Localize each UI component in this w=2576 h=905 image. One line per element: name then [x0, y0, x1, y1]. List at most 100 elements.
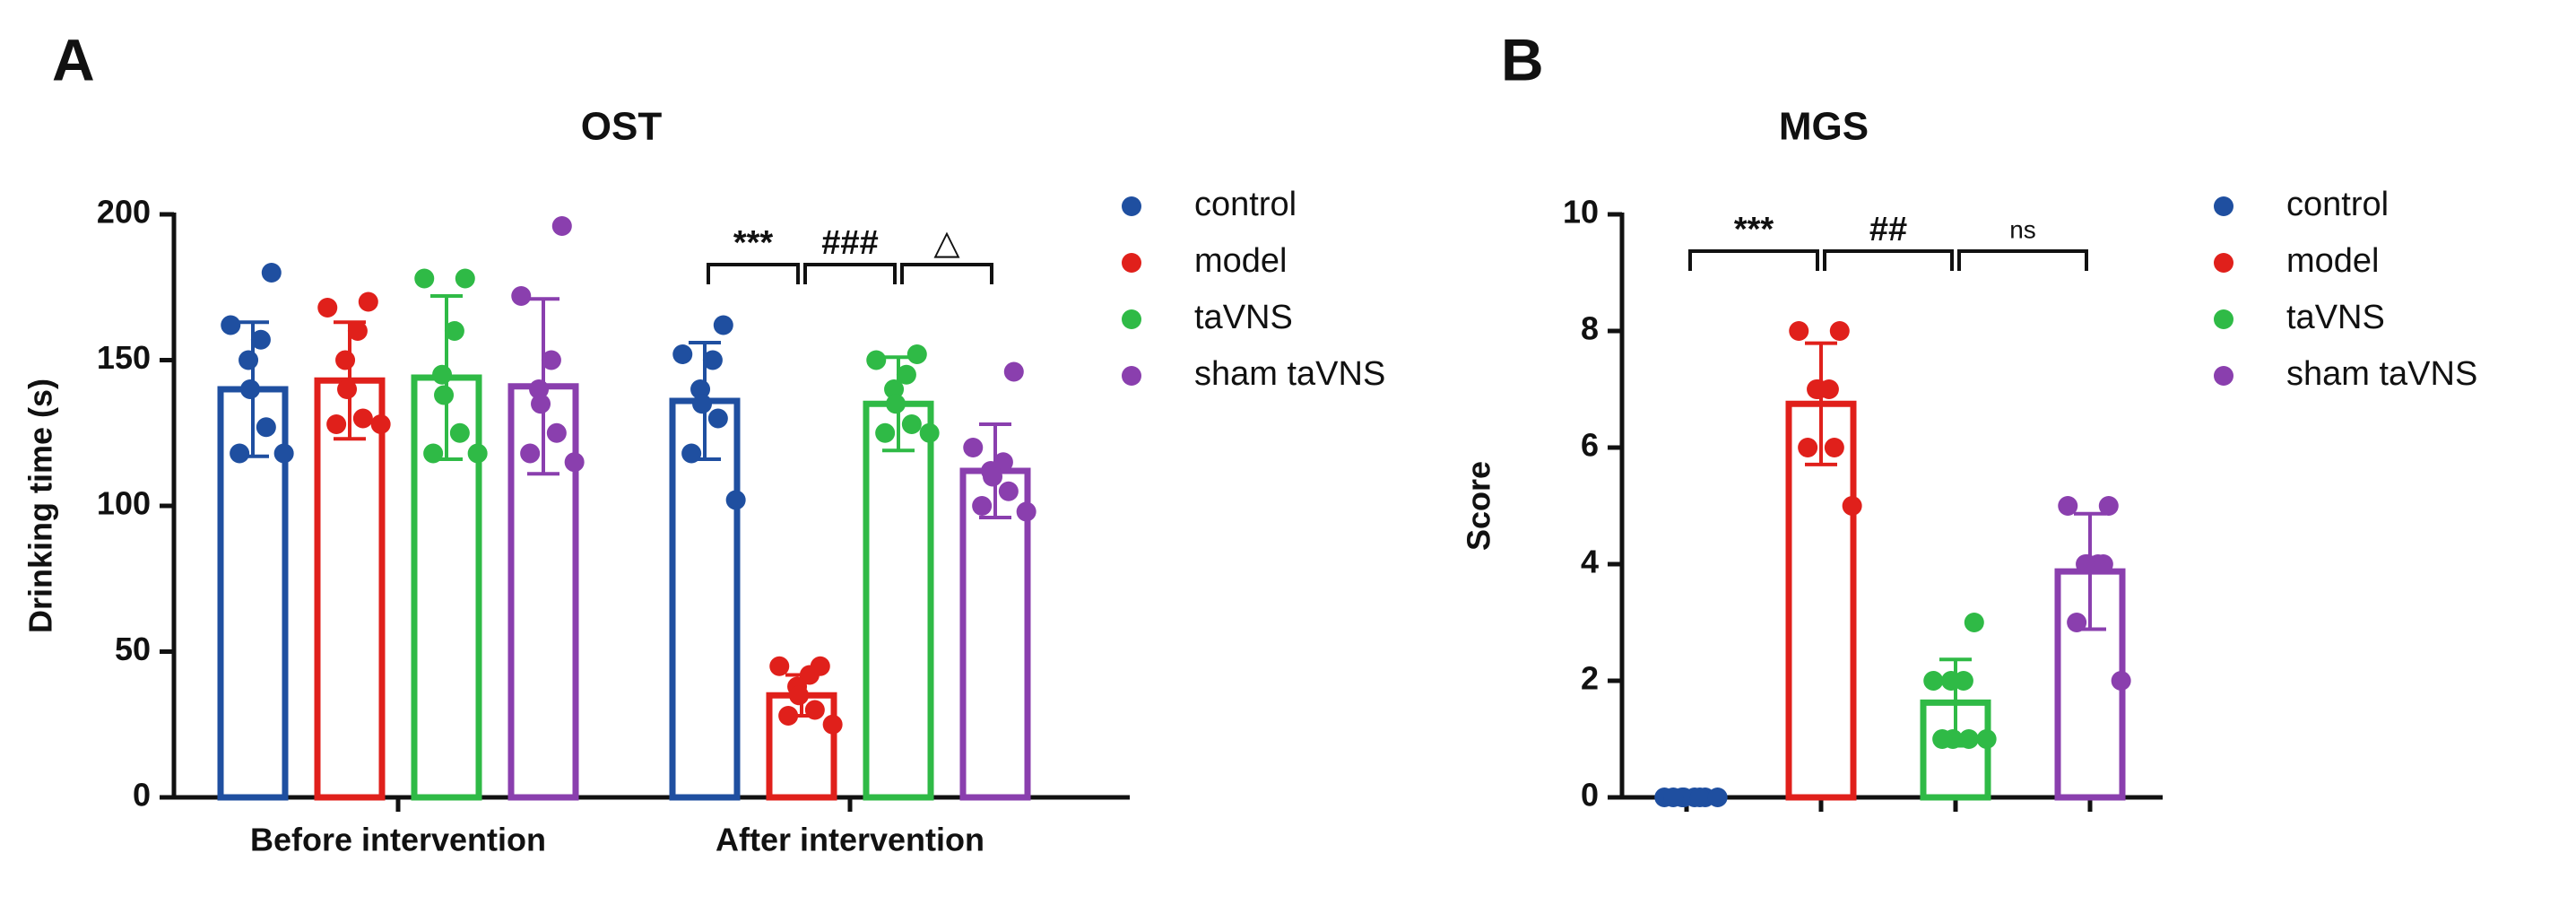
data-point — [250, 329, 271, 350]
data-point — [240, 379, 261, 399]
y-tick-label: 6 — [1581, 427, 1599, 464]
data-point — [1932, 729, 1953, 749]
data-point — [901, 414, 922, 434]
data-point — [1808, 379, 1829, 399]
data-point — [541, 350, 561, 370]
bar — [959, 467, 1031, 801]
data-point — [230, 443, 250, 464]
legend-marker — [2214, 309, 2233, 329]
data-point — [221, 315, 241, 335]
data-point — [256, 417, 276, 438]
panel-letter: B — [1501, 26, 1544, 92]
data-point — [423, 443, 444, 464]
y-axis-label: Score — [1461, 461, 1497, 551]
data-point — [1829, 321, 1850, 341]
data-point — [352, 408, 373, 429]
data-point — [1842, 496, 1862, 516]
data-point — [347, 321, 368, 341]
y-tick-label: 100 — [97, 485, 151, 522]
data-point — [1798, 438, 1818, 457]
significance-bracket — [1957, 249, 2088, 271]
data-point — [692, 394, 713, 414]
significance-bracket — [707, 263, 800, 284]
data-point — [273, 443, 294, 464]
data-point — [866, 350, 887, 370]
chart-title: OST — [581, 105, 663, 149]
data-point — [906, 344, 927, 364]
legend-label: control — [1194, 186, 1297, 223]
legend-label: sham taVNS — [2286, 355, 2477, 393]
chart-title: MGS — [1779, 105, 1869, 149]
x-tick-label: After intervention — [716, 822, 984, 858]
data-point — [317, 298, 338, 318]
data-point — [335, 350, 356, 370]
significance-label: *** — [733, 224, 774, 262]
data-point — [884, 379, 905, 399]
bar — [314, 377, 386, 801]
data-point — [2077, 554, 2098, 574]
data-point — [702, 350, 723, 370]
y-tick-label: 200 — [97, 194, 151, 231]
y-tick-label: 4 — [1581, 544, 1599, 580]
data-point — [2098, 496, 2119, 516]
significance-label: *** — [1734, 211, 1774, 248]
data-point — [358, 292, 378, 312]
data-point — [1003, 361, 1024, 382]
legend-marker — [1122, 366, 1141, 386]
data-point — [1941, 671, 1962, 691]
data-point — [1923, 671, 1944, 691]
legend-label: taVNS — [2286, 299, 2385, 336]
data-point — [886, 394, 906, 414]
significance-label: ns — [2009, 215, 2036, 243]
legend-marker — [1122, 196, 1141, 216]
significance-bracket — [900, 263, 993, 284]
data-point — [1976, 729, 1997, 749]
data-point — [434, 385, 455, 405]
legend-label: sham taVNS — [1194, 355, 1385, 393]
legend-marker — [2214, 253, 2233, 273]
legend-label: model — [2286, 242, 2380, 280]
legend-marker — [2214, 196, 2233, 216]
data-point — [963, 438, 984, 457]
significance-label: ## — [1869, 211, 1907, 248]
data-point — [822, 714, 843, 735]
data-point — [690, 379, 711, 399]
data-point — [551, 216, 572, 236]
data-point — [875, 422, 896, 443]
significance-bracket — [803, 263, 897, 284]
data-point — [983, 466, 1003, 487]
data-point — [444, 321, 464, 341]
data-point — [713, 315, 733, 335]
data-point — [998, 481, 1019, 501]
data-point — [414, 268, 435, 289]
data-point — [455, 268, 475, 289]
data-point — [1016, 501, 1036, 522]
legend-marker — [2214, 366, 2233, 386]
data-point — [1663, 788, 1684, 807]
data-point — [2058, 496, 2078, 516]
data-point — [1824, 438, 1844, 457]
data-point — [564, 452, 585, 473]
legend-label: control — [2286, 186, 2389, 223]
data-point — [707, 408, 728, 429]
data-point — [239, 350, 259, 370]
significance-bracket — [1823, 249, 1954, 271]
data-point — [2067, 613, 2087, 632]
y-tick-label: 2 — [1581, 660, 1599, 697]
data-point — [2111, 671, 2131, 691]
x-tick-label: Before intervention — [250, 822, 546, 858]
legend-label: taVNS — [1194, 299, 1293, 336]
data-point — [432, 364, 453, 385]
y-tick-label: 10 — [1563, 194, 1599, 231]
data-point — [778, 706, 799, 726]
data-point — [1707, 788, 1728, 807]
data-point — [520, 443, 541, 464]
y-tick-label: 150 — [97, 339, 151, 376]
data-point — [769, 656, 790, 676]
legend-label: model — [1194, 242, 1288, 280]
data-point — [546, 422, 567, 443]
bar — [863, 400, 934, 801]
data-point — [337, 379, 358, 399]
data-point — [467, 443, 488, 464]
